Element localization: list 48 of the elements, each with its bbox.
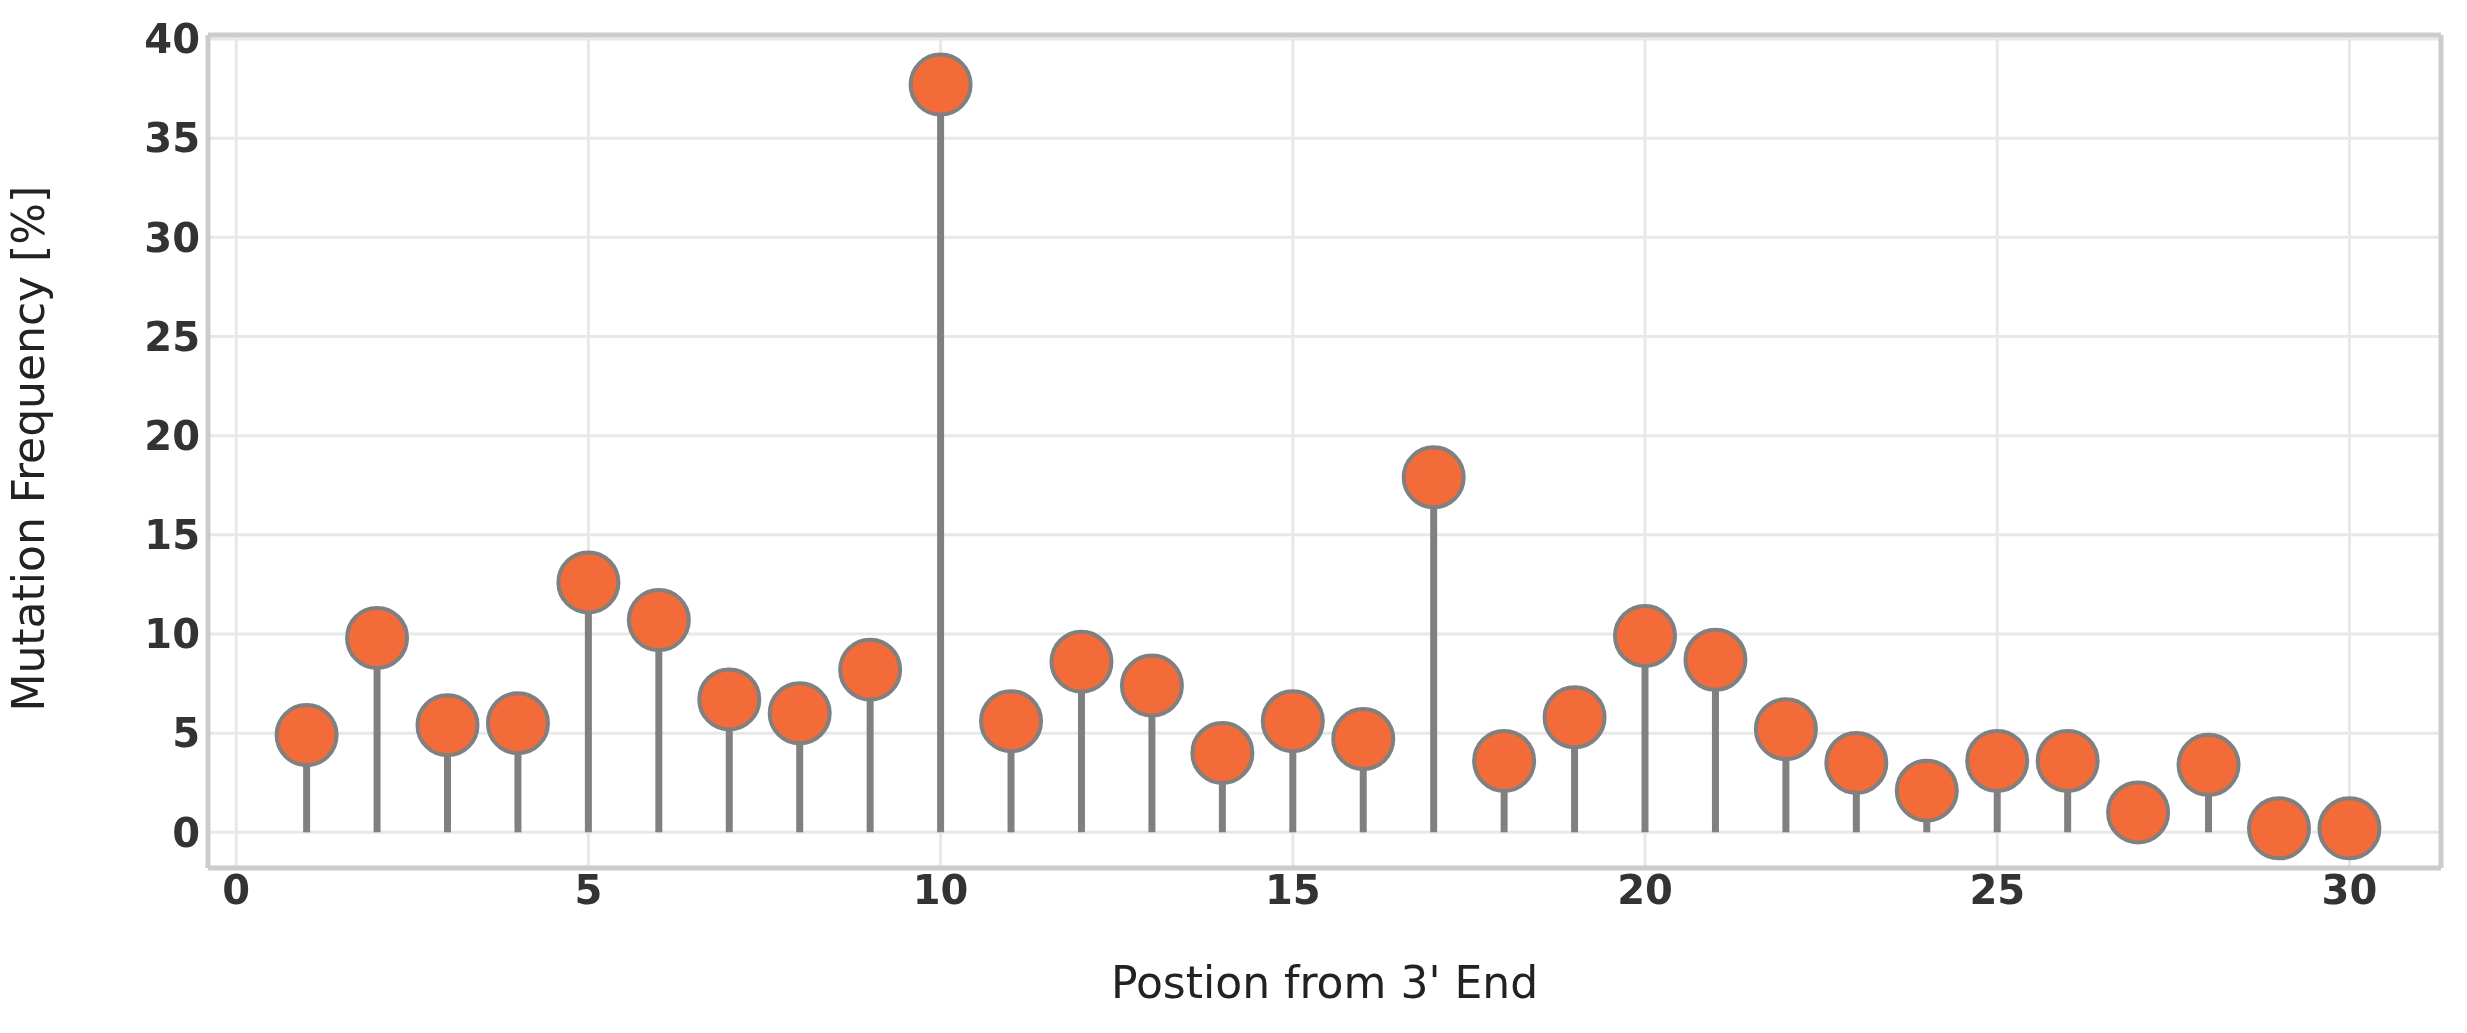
point — [1894, 758, 1959, 823]
y-tick-label: 40 — [144, 16, 200, 63]
point — [1401, 445, 1466, 510]
point — [2176, 732, 2241, 797]
x-axis-title: Postion from 3' End — [1110, 957, 1539, 1008]
x-tick-label: 0 — [222, 867, 251, 914]
point — [2106, 780, 2171, 845]
point — [556, 550, 621, 615]
y-tick-label: 20 — [144, 412, 200, 459]
point — [1472, 728, 1537, 793]
y-tick-label: 10 — [144, 611, 200, 658]
y-tick-label: 5 — [172, 710, 200, 757]
point — [2317, 796, 2382, 861]
y-tick-label: 25 — [144, 313, 200, 360]
point — [1119, 653, 1184, 718]
x-tick-label: 25 — [1969, 867, 2026, 914]
point — [1542, 685, 1607, 750]
y-tick-label: 35 — [144, 115, 200, 162]
y-tick-label: 30 — [144, 214, 200, 261]
point — [2035, 728, 2100, 793]
point — [1824, 730, 1889, 795]
point — [1049, 629, 1114, 694]
point — [838, 637, 903, 702]
point — [1965, 728, 2030, 793]
x-tick-label: 20 — [1617, 867, 1673, 914]
point — [908, 52, 973, 117]
y-tick-label: 15 — [144, 512, 200, 558]
point — [979, 689, 1044, 754]
x-tick-label: 5 — [574, 867, 603, 914]
point — [415, 693, 480, 758]
point — [1753, 697, 1818, 762]
point — [697, 667, 762, 732]
point — [345, 605, 410, 670]
x-tick-label: 15 — [1264, 867, 1321, 914]
y-tick-label: 0 — [172, 809, 200, 856]
point — [626, 588, 691, 653]
point — [1331, 707, 1396, 772]
point — [1260, 689, 1325, 754]
x-tick-label: 30 — [2321, 867, 2378, 914]
point — [1190, 720, 1255, 785]
point — [274, 703, 339, 768]
point — [2246, 796, 2311, 861]
x-tick-label: 10 — [912, 867, 969, 914]
point — [1683, 627, 1748, 692]
y-axis-title: Mutation Frequency [%] — [2, 185, 54, 712]
point — [485, 691, 550, 756]
point — [767, 681, 832, 746]
point — [1613, 603, 1678, 668]
